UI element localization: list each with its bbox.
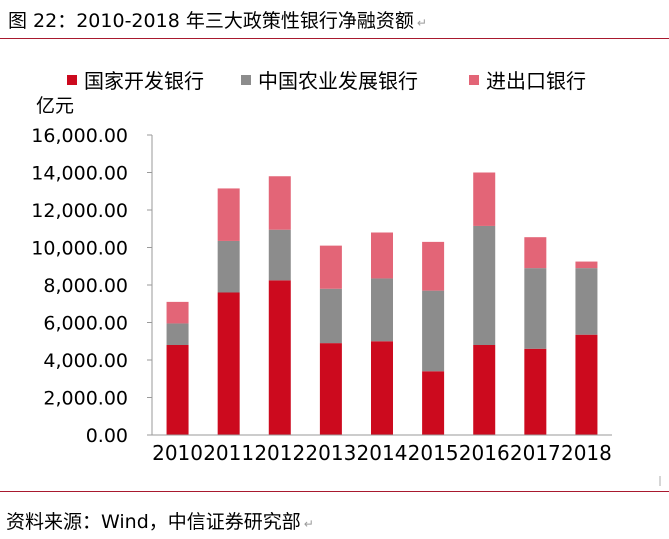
x-category-label: 2013	[305, 441, 356, 465]
bar-segment-1	[422, 371, 445, 435]
y-tick-label: 14,000.00	[31, 163, 128, 185]
bar-segment-2	[268, 229, 291, 281]
bar-segment-1	[473, 345, 496, 435]
bar-segment-2	[524, 268, 547, 349]
bar-segment-1	[319, 343, 342, 435]
y-tick-label: 16,000.00	[31, 125, 128, 147]
bar-segment-2	[166, 323, 189, 345]
legend-label-1: 国家开发银行	[84, 69, 204, 93]
x-category-label: 2017	[510, 441, 561, 465]
bar-segment-3	[217, 188, 240, 241]
y-tick-label: 2,000.00	[43, 388, 128, 410]
bar-segment-2	[473, 225, 496, 345]
x-axis-categories: 2010 2011 2012 2013 2014 2015 2016 2017 2018	[152, 441, 612, 465]
bar-stacks	[166, 172, 598, 435]
y-axis-unit: 亿元	[36, 95, 74, 117]
legend-label-3: 进出口银行	[486, 69, 586, 93]
bar-segment-1	[371, 341, 393, 435]
bar-segment-3	[371, 232, 393, 279]
bar-segment-2	[217, 240, 240, 293]
bar-segment-3	[524, 237, 547, 269]
bar-segment-1	[166, 345, 189, 435]
stacked-bar-chart: 国家开发银行 中国农业发展银行 进出口银行 亿元 0.00 2,000.00 4,000…	[31, 69, 661, 486]
bar-segment-3	[422, 241, 445, 291]
legend-swatch-3	[469, 75, 479, 85]
y-tick-label: 0.00	[86, 425, 128, 447]
x-category-label: 2012	[254, 441, 305, 465]
source-note-text: 资料来源：Wind，中信证券研究部	[6, 511, 301, 533]
bar-segment-3	[319, 245, 342, 289]
x-category-label: 2016	[459, 441, 510, 465]
y-tick-label: 12,000.00	[31, 200, 128, 222]
bar-segment-1	[268, 280, 291, 435]
y-tick-label: 8,000.00	[43, 275, 128, 297]
bar-segment-3	[268, 176, 291, 230]
legend-label-2: 中国农业发展银行	[258, 69, 418, 93]
bar-segment-2	[575, 268, 598, 335]
bar-segment-3	[575, 261, 598, 269]
bar-segment-2	[371, 278, 393, 342]
bar-segment-1	[575, 334, 598, 435]
x-category-label: 2015	[408, 441, 459, 465]
figure-title: 图 22：2010-2018 年三大政策性银行净融资额 ↵	[8, 6, 427, 33]
bar-segment-3	[166, 301, 189, 324]
bar-segment-1	[524, 348, 547, 435]
bottom-divider	[0, 491, 669, 492]
source-note: 资料来源：Wind，中信证券研究部 ↵	[6, 507, 314, 534]
y-tick-label: 4,000.00	[43, 350, 128, 372]
y-axis-ticks: 0.00 2,000.00 4,000.00 6,000.00 8,000.00 10,0…	[31, 125, 152, 447]
x-category-label: 2011	[203, 441, 254, 465]
x-category-label: 2018	[561, 441, 612, 465]
bar-segment-2	[319, 288, 342, 344]
y-tick-label: 10,000.00	[31, 238, 128, 260]
legend-swatch-1	[67, 75, 77, 85]
legend-swatch-2	[241, 75, 251, 85]
figure-title-text: 图 22：2010-2018 年三大政策性银行净融资额	[8, 10, 414, 32]
x-category-label: 2010	[152, 441, 203, 465]
x-category-label: 2014	[357, 441, 408, 465]
bar-segment-2	[422, 290, 445, 372]
bar-segment-3	[473, 172, 496, 226]
chart-legend: 国家开发银行 中国农业发展银行 进出口银行	[67, 69, 586, 93]
y-tick-label: 6,000.00	[43, 313, 128, 335]
top-divider	[0, 38, 669, 39]
bar-segment-1	[217, 292, 240, 435]
return-mark-icon: ↵	[303, 517, 314, 531]
return-mark-icon: ↵	[416, 16, 427, 30]
